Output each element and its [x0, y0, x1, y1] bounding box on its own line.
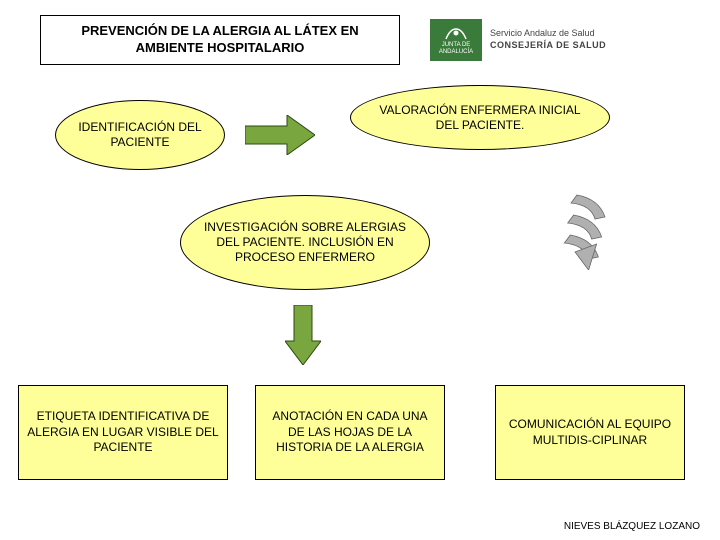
logo-text: Servicio Andaluz de Salud CONSEJERÍA DE …: [490, 28, 606, 51]
footer-text: NIEVES BLÁZQUEZ LOZANO: [564, 521, 700, 532]
node-investigacion: INVESTIGACIÓN SOBRE ALERGIAS DEL PACIENT…: [180, 195, 430, 290]
arrow-curved: [555, 185, 635, 270]
logo-line1: Servicio Andaluz de Salud: [490, 28, 606, 40]
footer-credit: NIEVES BLÁZQUEZ LOZANO: [564, 521, 700, 532]
logo-org: JUNTA DE ANDALUCÍA: [432, 42, 480, 55]
node-etiqueta: ETIQUETA IDENTIFICATIVA DE ALERGIA EN LU…: [18, 385, 228, 480]
logo-line2: CONSEJERÍA DE SALUD: [490, 40, 606, 52]
logo-badge: JUNTA DE ANDALUCÍA: [430, 19, 482, 61]
node-text: VALORACIÓN ENFERMERA INICIAL DEL PACIENT…: [369, 103, 591, 133]
title-box: PREVENCIÓN DE LA ALERGIA AL LÁTEX EN AMB…: [40, 15, 400, 65]
arrow-right: [245, 115, 315, 155]
node-comunicacion: COMUNICACIÓN AL EQUIPO MULTIDIS-CIPLINAR: [495, 385, 685, 480]
title-text: PREVENCIÓN DE LA ALERGIA AL LÁTEX EN AMB…: [49, 23, 391, 57]
node-text: ETIQUETA IDENTIFICATIVA DE ALERGIA EN LU…: [27, 409, 219, 456]
node-text: INVESTIGACIÓN SOBRE ALERGIAS DEL PACIENT…: [199, 220, 411, 265]
node-identificacion: IDENTIFICACIÓN DEL PACIENTE: [55, 100, 225, 170]
node-valoracion: VALORACIÓN ENFERMERA INICIAL DEL PACIENT…: [350, 85, 610, 150]
node-anotacion: ANOTACIÓN EN CADA UNA DE LAS HOJAS DE LA…: [255, 385, 445, 480]
node-text: COMUNICACIÓN AL EQUIPO MULTIDIS-CIPLINAR: [504, 417, 676, 448]
node-text: ANOTACIÓN EN CADA UNA DE LAS HOJAS DE LA…: [264, 409, 436, 456]
node-text: IDENTIFICACIÓN DEL PACIENTE: [74, 120, 206, 150]
logo-area: JUNTA DE ANDALUCÍA Servicio Andaluz de S…: [430, 15, 700, 65]
arrow-down: [285, 305, 321, 365]
andalucia-icon: [444, 25, 468, 41]
